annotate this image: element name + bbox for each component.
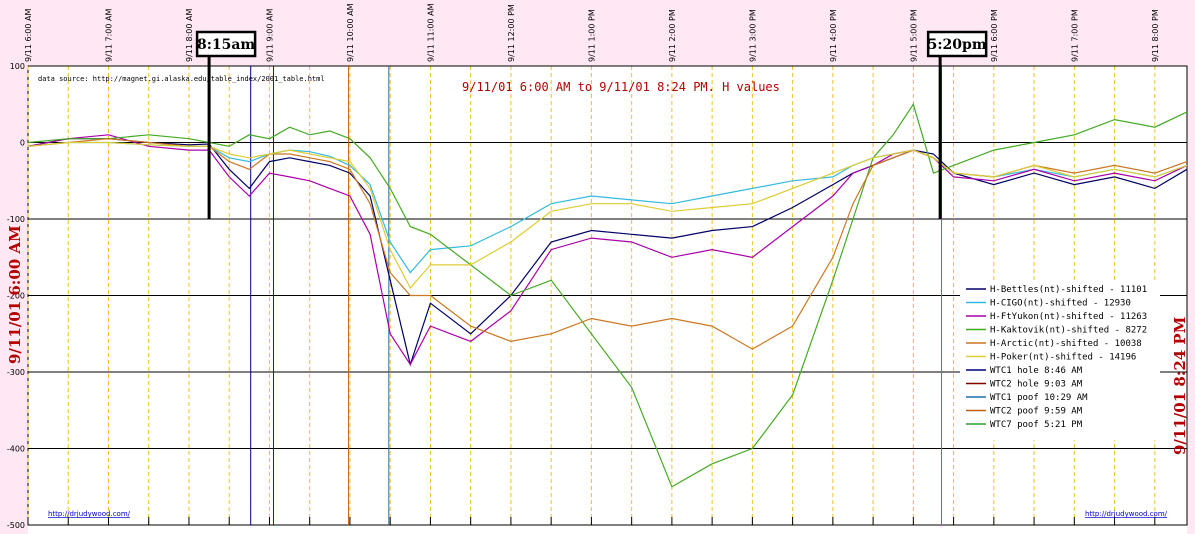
x-tick-label: 9/11 7:00 PM <box>1070 9 1079 62</box>
left-band <box>0 66 28 534</box>
x-tick-label: 9/11 7:00 AM <box>104 9 113 62</box>
series-line <box>27 138 1188 367</box>
callout-label: 8:15am <box>197 37 255 53</box>
legend-label: H-Kaktovik(nt)-shifted - 8272 <box>990 326 1147 336</box>
right-time-label: 9/11/01 8:24 PM <box>1171 317 1189 455</box>
x-tick-label: 9/11 12:00 PM <box>507 4 516 62</box>
right-band <box>1187 66 1195 534</box>
x-tick-label: 9/11 10:00 AM <box>346 3 355 62</box>
footer-link-right[interactable]: http://drjudywood.com/ <box>1085 510 1168 518</box>
chart-title: 9/11/01 6:00 AM to 9/11/01 8:24 PM. H va… <box>462 80 780 94</box>
time-callouts: 8:15am 5:20pm <box>195 30 988 219</box>
y-tick-label: -400 <box>7 445 25 454</box>
x-tick-label: 9/11 5:00 PM <box>909 9 918 62</box>
footer-link-left[interactable]: http://drjudywood.com/ <box>48 510 131 518</box>
series-line <box>27 141 1188 289</box>
legend-label: H-Poker(nt)-shifted - 14196 <box>990 353 1136 363</box>
x-tick-label: 9/11 6:00 PM <box>990 9 999 62</box>
legend: H-Bettles(nt)-shifted - 11101 H-CIGO(nt)-… <box>966 285 1147 430</box>
legend-label: WTC2 poof 9:59 AM <box>990 407 1083 417</box>
legend-label: WTC1 poof 10:29 AM <box>990 393 1088 403</box>
x-tick-label: 9/11 8:00 PM <box>1151 9 1160 62</box>
legend-label: H-CIGO(nt)-shifted - 12930 <box>990 299 1131 309</box>
legend-label: WTC2 hole 9:03 AM <box>990 380 1083 390</box>
vertical-gridlines <box>27 66 1156 525</box>
callout-box <box>195 30 257 58</box>
y-tick-label: -300 <box>7 368 25 377</box>
legend-box <box>960 282 1160 440</box>
y-tick-label: -100 <box>7 215 25 224</box>
x-tick-label: 9/11 8:00 AM <box>185 9 194 62</box>
callout-box <box>926 30 988 58</box>
x-tick-label: 9/11 6:00 AM <box>24 9 33 62</box>
y-tick-label: 0 <box>20 139 25 148</box>
x-tick-label: 9/11 1:00 PM <box>587 9 596 62</box>
y-tick-label: -500 <box>7 521 25 530</box>
legend-label: H-Bettles(nt)-shifted - 11101 <box>990 285 1147 295</box>
series-line <box>27 134 1188 366</box>
x-tick-label: 9/11 9:00 AM <box>265 9 274 62</box>
legend-label: WTC1 hole 8:46 AM <box>990 366 1083 376</box>
data-source-note: data source: http://magnet.gi.alaska.edu… <box>38 75 325 83</box>
y-tick-label: 100 <box>10 62 25 71</box>
y-tick-labels: 100 0 -100 -200 -300 -400 -500 <box>7 62 25 530</box>
callout-label: 5:20pm <box>928 37 987 53</box>
left-time-label: 9/11/01 6:00 AM <box>6 225 24 364</box>
x-tick-label: 9/11 4:00 PM <box>829 9 838 62</box>
y-tick-label: -200 <box>7 292 25 301</box>
legend-label: H-Arctic(nt)-shifted - 10038 <box>990 339 1142 349</box>
top-band <box>0 0 1195 66</box>
series-lines <box>27 102 1188 488</box>
legend-label: H-FtYukon(nt)-shifted - 11263 <box>990 312 1147 322</box>
x-tick-label: 9/11 3:00 PM <box>748 9 757 62</box>
legend-label: WTC7 poof 5:21 PM <box>990 420 1083 430</box>
x-tick-label: 9/11 11:00 AM <box>426 3 435 62</box>
x-tick-labels: 9/11 6:00 AM 9/11 7:00 AM 9/11 8:00 AM 9/11… <box>24 3 1160 62</box>
x-tick-label: 9/11 2:00 PM <box>668 9 677 62</box>
